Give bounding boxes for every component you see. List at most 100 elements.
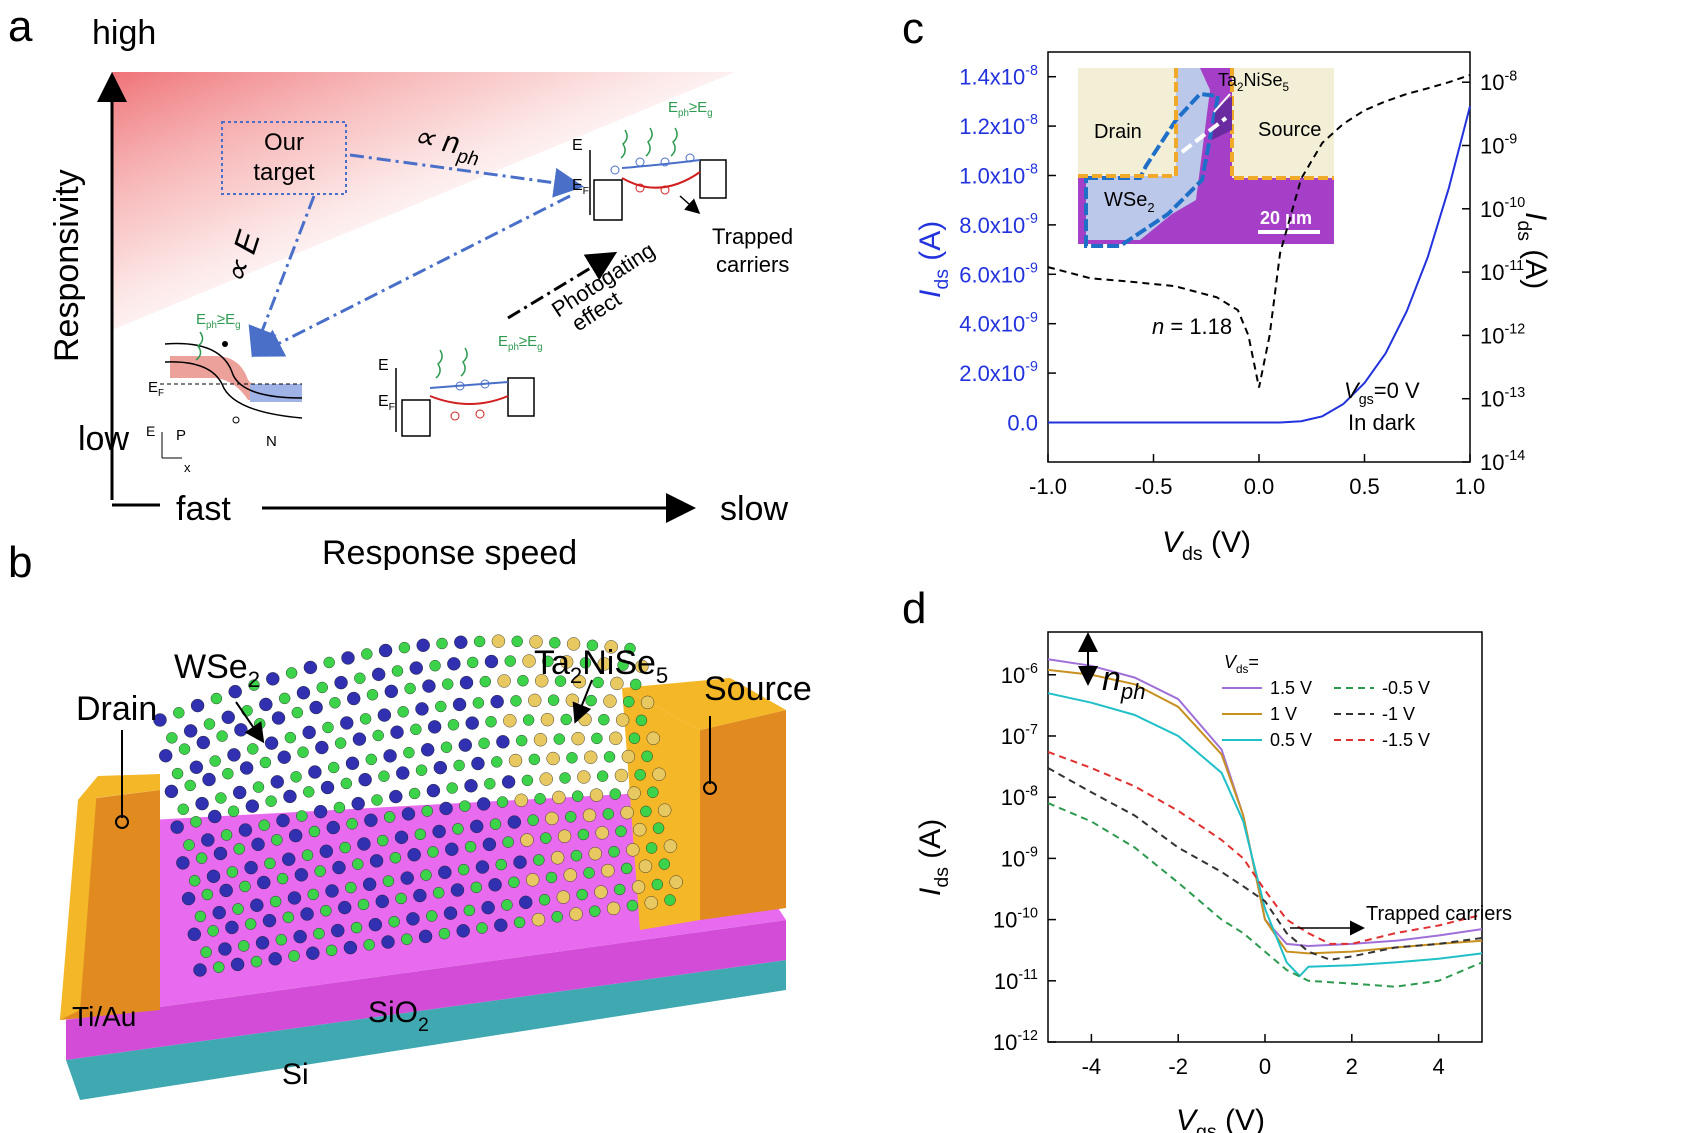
se-atom: [510, 695, 522, 707]
se-atom: [359, 713, 372, 725]
se-atom: [389, 852, 402, 864]
x-tick-label-d: 2: [1346, 1054, 1358, 1079]
w-atom: [394, 830, 409, 845]
ta-atom: [546, 751, 560, 766]
se-atom: [377, 834, 389, 847]
w-atom: [383, 749, 397, 763]
se-atom: [195, 852, 208, 864]
w-atom: [195, 796, 209, 811]
se-atom: [372, 729, 384, 742]
x-tick-label-c: 0.5: [1349, 474, 1380, 499]
ta-atom: [669, 875, 683, 889]
se-atom: [551, 911, 563, 923]
se-atom: [222, 767, 234, 780]
se-atom: [388, 916, 400, 928]
w-atom: [306, 946, 320, 960]
se-atom: [269, 895, 282, 908]
se-atom: [316, 681, 328, 694]
w-atom: [358, 772, 372, 787]
prop-nph-label: ∝ nph: [410, 119, 484, 170]
w-atom: [303, 660, 318, 675]
ta-atom: [606, 901, 621, 916]
se-atom: [464, 841, 477, 853]
se-atom: [354, 672, 366, 684]
w-atom: [250, 898, 264, 912]
se-atom: [521, 774, 534, 787]
ta-atom: [608, 731, 623, 745]
ta2nise5-label: Ta2NiSe5: [534, 644, 668, 688]
ta-atom: [603, 694, 617, 708]
w-atom: [471, 756, 485, 771]
se-atom: [508, 876, 520, 888]
ta-atom: [627, 786, 641, 800]
se-atom: [591, 732, 603, 745]
se-atom: [183, 839, 195, 851]
w-atom: [347, 691, 361, 706]
panel-a-diagram: high low fast slow Response speed Respon…: [48, 14, 793, 570]
w-atom: [288, 828, 303, 843]
w-atom: [438, 865, 452, 880]
se-atom: [545, 871, 558, 884]
label-high: high: [92, 14, 156, 52]
ta-atom: [658, 803, 672, 817]
w-atom: [413, 888, 427, 903]
se-atom: [259, 756, 272, 769]
w-atom: [262, 913, 277, 928]
se-atom: [401, 933, 413, 945]
w-atom: [309, 700, 323, 715]
se-atom: [496, 796, 509, 808]
w-atom: [181, 891, 196, 906]
se-atom: [485, 716, 497, 728]
se-atom: [442, 678, 454, 690]
drain-electrode-top: [78, 774, 160, 800]
se-atom: [244, 918, 257, 930]
w-atom: [368, 917, 383, 932]
se-atom: [284, 731, 297, 744]
se-atom: [527, 814, 539, 826]
se-atom: [453, 759, 465, 772]
svg-text:Eph≥Eg: Eph≥Eg: [668, 99, 713, 119]
se-atom: [596, 770, 609, 782]
ta-atom: [540, 712, 555, 727]
wse2-pointer: [235, 701, 265, 744]
w-atom: [378, 643, 393, 658]
se-atom: [398, 641, 411, 654]
y-tick-label-c-right: 10-9: [1480, 132, 1517, 159]
inset-micrograph: Drain Source WSe2 Ta2NiSe5 20 μm: [1078, 68, 1334, 248]
w-atom: [375, 894, 389, 909]
series--0p5V: [1047, 802, 1483, 988]
w-atom: [456, 924, 470, 938]
ta-atom: [614, 768, 629, 783]
w-atom: [300, 907, 314, 921]
ta-atom: [491, 634, 506, 648]
panel-label-b: b: [8, 538, 33, 587]
legend-label: 1 V: [1270, 704, 1297, 724]
se-atom: [247, 743, 259, 755]
x-tick-label-d: 4: [1432, 1054, 1444, 1079]
se-atom: [515, 734, 528, 747]
se-atom: [560, 713, 572, 726]
w-atom: [340, 716, 354, 730]
se-atom: [345, 881, 357, 894]
y-tick-label-c-left: 6.0x10-9: [959, 260, 1038, 287]
y-tick-label-d: 10-12: [993, 1028, 1038, 1055]
trapped-carriers-line1: Trapped: [712, 224, 793, 249]
y-tick-label-d: 10-8: [1001, 783, 1038, 810]
se-atom: [366, 689, 379, 701]
ta-atom: [646, 731, 660, 746]
se-atom: [329, 697, 341, 709]
se-atom: [301, 849, 314, 861]
y-tick-label-c-right: 10-8: [1480, 68, 1517, 95]
w-atom: [390, 725, 404, 739]
se-atom: [570, 849, 583, 862]
se-atom: [603, 751, 616, 763]
se-atom: [248, 679, 260, 691]
se-atom: [314, 865, 326, 877]
se-atom: [528, 753, 541, 766]
ta-atom: [635, 659, 649, 674]
se-atom: [275, 934, 288, 946]
se-atom: [340, 777, 353, 790]
se-atom: [432, 887, 445, 899]
ta-atom: [582, 808, 597, 823]
